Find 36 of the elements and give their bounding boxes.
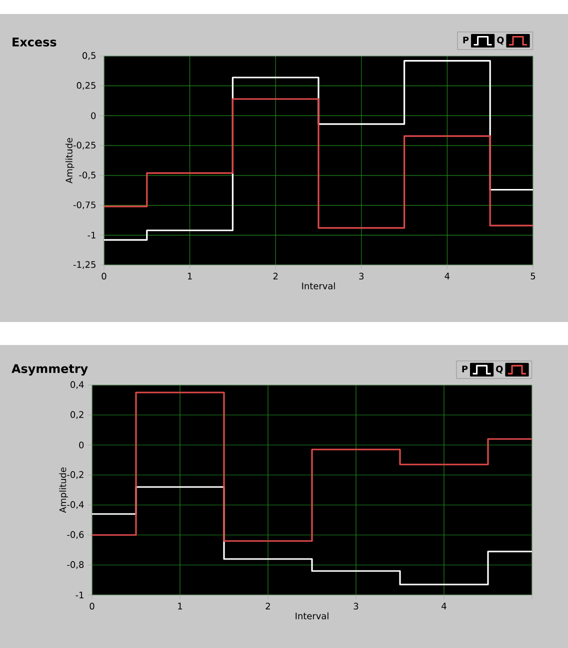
y-tick-label: -0,8 xyxy=(67,561,84,569)
x-tick-label: 3 xyxy=(354,602,358,610)
y-tick-label: -0,75 xyxy=(73,201,96,210)
x-tick-label: 4 xyxy=(442,602,446,610)
x-tick-label: 1 xyxy=(178,602,182,610)
chart-title: Excess xyxy=(12,38,56,47)
y-tick-label: -0,6 xyxy=(67,531,84,539)
y-tick-label: 0 xyxy=(91,112,96,120)
x-tick-label: 2 xyxy=(266,602,270,610)
x-tick-label: 0 xyxy=(102,272,106,280)
x-axis-title: Interval xyxy=(296,612,328,620)
y-tick-label: 0,5 xyxy=(82,52,96,60)
y-axis-title: Amplitude xyxy=(59,467,68,513)
y-tick-label: 0,25 xyxy=(76,82,96,90)
y-tick-label: -0,2 xyxy=(67,471,84,479)
y-tick-label: 0,4 xyxy=(70,381,84,389)
y-tick-label: -1 xyxy=(76,592,84,598)
y-tick-label: 0 xyxy=(79,442,84,448)
y-axis-title: Amplitude xyxy=(66,138,74,184)
legend-label: P xyxy=(462,366,468,372)
y-tick-label: 0,2 xyxy=(70,411,84,419)
y-tick-label: -1,25 xyxy=(73,261,96,269)
x-tick-label: 3 xyxy=(359,272,364,280)
y-tick-label: -0,4 xyxy=(67,501,84,509)
y-tick-label: -0,25 xyxy=(73,142,96,150)
legend-label: P xyxy=(463,36,469,44)
y-tick-label: -0,5 xyxy=(79,172,96,180)
x-tick-label: 4 xyxy=(444,272,450,280)
x-tick-label: 1 xyxy=(188,272,192,280)
x-tick-label: 5 xyxy=(530,272,536,280)
chart-title: Asymmetry xyxy=(12,364,88,376)
x-tick-label: 2 xyxy=(273,272,278,280)
x-axis-title: Interval xyxy=(302,282,335,290)
legend-label: Q xyxy=(496,366,503,374)
legend-label: Q xyxy=(497,36,504,45)
y-tick-label: -1 xyxy=(88,232,96,238)
